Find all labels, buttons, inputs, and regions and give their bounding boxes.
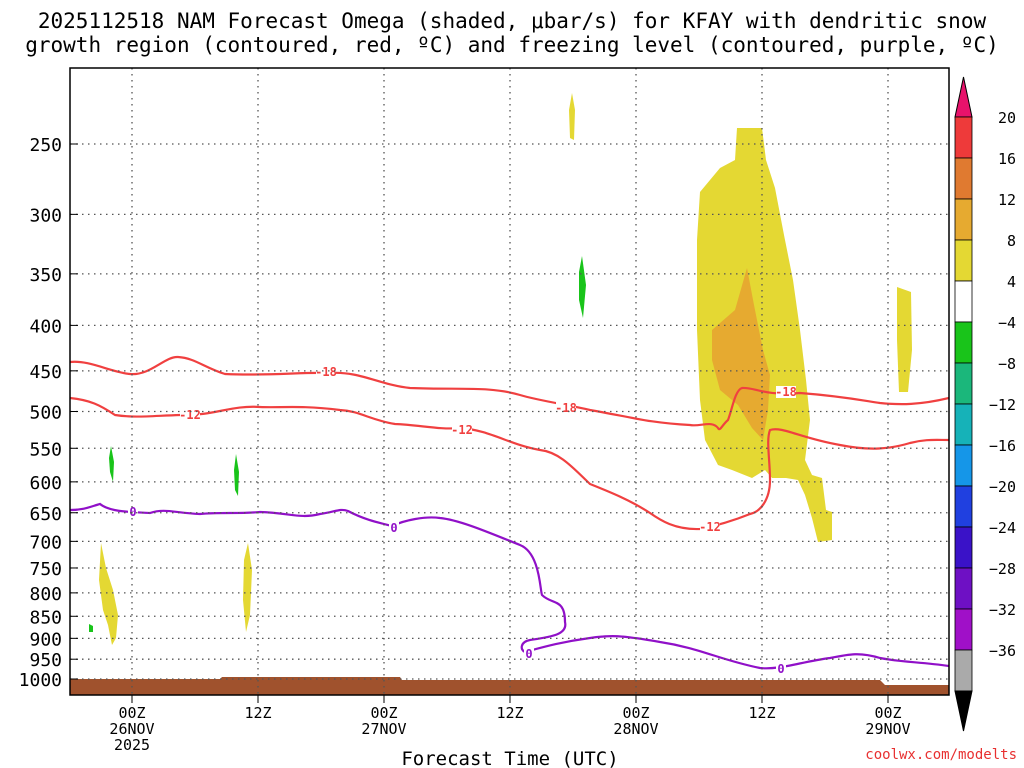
colorbar-label: −32 bbox=[989, 601, 1016, 619]
y-axis: 2503003504004505005506006507007508008509… bbox=[19, 135, 78, 691]
colorbar-label: −16 bbox=[989, 437, 1016, 455]
x-tick-label: 12Z bbox=[496, 704, 523, 722]
x-tick-date: 27NOV bbox=[361, 720, 406, 738]
y-tick-label: 300 bbox=[29, 205, 62, 226]
dendritic-contour-minus18 bbox=[70, 355, 949, 431]
chart-title-line2: growth region (contoured, red, ºC) and f… bbox=[25, 33, 999, 57]
colorbar-label: −4 bbox=[998, 314, 1016, 332]
contour-label-zero: 0 bbox=[129, 505, 136, 519]
y-tick-label: 550 bbox=[29, 439, 62, 460]
colorbar-swatch bbox=[954, 567, 973, 610]
x-tick-label: 00Z bbox=[118, 704, 145, 722]
contour-label-minus18: -18 bbox=[315, 365, 337, 379]
colorbar-label: 8 bbox=[1007, 232, 1016, 250]
omega-upward-shade bbox=[243, 543, 252, 632]
colorbar-label: 12 bbox=[998, 191, 1016, 209]
omega-upward-shade bbox=[569, 93, 575, 140]
x-tick-date: 29NOV bbox=[865, 720, 910, 738]
contour-labels: -18 -18 -18 -12 -12 -12 0 0 0 0 bbox=[128, 365, 797, 676]
colorbar-label: 20 bbox=[998, 109, 1016, 127]
colorbar-swatch bbox=[954, 485, 973, 528]
y-tick-label: 700 bbox=[29, 532, 62, 553]
colorbar-swatch bbox=[954, 239, 973, 282]
colorbar-swatch bbox=[954, 608, 973, 651]
colorbar-swatch bbox=[954, 362, 973, 405]
colorbar: 20 16 12 8 4 −4 −8 −12 −16 −20 −24 −28 −32 −36 bbox=[954, 76, 1016, 732]
dendritic-contour-minus12 bbox=[70, 396, 949, 531]
omega-upward-shade bbox=[99, 543, 118, 645]
x-axis-label: Forecast Time (UTC) bbox=[401, 748, 618, 768]
x-tick-label: 12Z bbox=[748, 704, 775, 722]
colorbar-label: 4 bbox=[1007, 273, 1016, 291]
colorbar-bottom-triangle bbox=[954, 690, 973, 732]
contour-label-zero: 0 bbox=[390, 521, 397, 535]
colorbar-swatch bbox=[954, 198, 973, 241]
x-tick-label: 00Z bbox=[874, 704, 901, 722]
y-tick-label: 800 bbox=[29, 584, 62, 605]
x-tick-label: 00Z bbox=[622, 704, 649, 722]
x-tick-date: 28NOV bbox=[613, 720, 658, 738]
y-tick-label: 250 bbox=[29, 135, 62, 156]
y-tick-label: 900 bbox=[29, 629, 62, 650]
colorbar-label: −28 bbox=[989, 560, 1016, 578]
chart-title-line1: 2025112518 NAM Forecast Omega (shaded, μ… bbox=[37, 9, 987, 33]
colorbar-swatch bbox=[954, 280, 973, 323]
contour-label-zero: 0 bbox=[525, 647, 532, 661]
y-tick-label: 450 bbox=[29, 362, 62, 383]
freezing-level-contour bbox=[70, 502, 949, 670]
y-tick-label: 1000 bbox=[19, 670, 62, 691]
colorbar-label: −20 bbox=[989, 478, 1016, 496]
grid bbox=[70, 68, 949, 695]
colorbar-swatch bbox=[954, 321, 973, 364]
contour-label-minus18: -18 bbox=[775, 385, 797, 399]
colorbar-label: −36 bbox=[989, 642, 1016, 660]
colorbar-swatch bbox=[954, 403, 973, 446]
colorbar-label: −12 bbox=[989, 396, 1016, 414]
y-tick-label: 600 bbox=[29, 473, 62, 494]
omega-downward-shade bbox=[89, 624, 93, 632]
credit-text: coolwx.com/modelts bbox=[865, 747, 1017, 763]
contour-label-zero: 0 bbox=[777, 662, 784, 676]
contour-label-minus12: -12 bbox=[451, 423, 473, 437]
colorbar-swatch bbox=[954, 157, 973, 200]
contour-label-minus12: -12 bbox=[179, 408, 201, 422]
colorbar-label: −24 bbox=[989, 519, 1016, 537]
omega-upward-shade bbox=[897, 287, 912, 392]
y-tick-label: 750 bbox=[29, 559, 62, 580]
omega-downward-shade bbox=[109, 446, 114, 482]
colorbar-swatch bbox=[954, 649, 973, 692]
omega-upward-shade bbox=[697, 128, 832, 542]
y-tick-label: 850 bbox=[29, 607, 62, 628]
omega-moderate-shade bbox=[712, 268, 770, 440]
contour-label-minus18: -18 bbox=[555, 401, 577, 415]
y-tick-label: 350 bbox=[29, 265, 62, 286]
colorbar-label: 16 bbox=[998, 150, 1016, 168]
x-tick-label: 00Z bbox=[370, 704, 397, 722]
colorbar-swatch bbox=[954, 444, 973, 487]
colorbar-top-triangle bbox=[954, 76, 973, 118]
x-tick-year: 2025 bbox=[114, 736, 150, 754]
x-tick-date: 26NOV bbox=[109, 720, 154, 738]
colorbar-swatch bbox=[954, 526, 973, 569]
x-tick-label: 12Z bbox=[244, 704, 271, 722]
contour-label-minus12: -12 bbox=[699, 520, 721, 534]
colorbar-swatch bbox=[954, 116, 973, 159]
omega-downward-shade bbox=[234, 454, 239, 496]
omega-downward-shade bbox=[579, 256, 586, 318]
y-tick-label: 400 bbox=[29, 316, 62, 337]
colorbar-label: −8 bbox=[998, 355, 1016, 373]
y-tick-label: 650 bbox=[29, 504, 62, 525]
y-tick-label: 500 bbox=[29, 403, 62, 424]
y-tick-label: 950 bbox=[29, 650, 62, 671]
plot-area: -18 -18 -18 -12 -12 -12 0 0 0 0 bbox=[70, 68, 949, 695]
